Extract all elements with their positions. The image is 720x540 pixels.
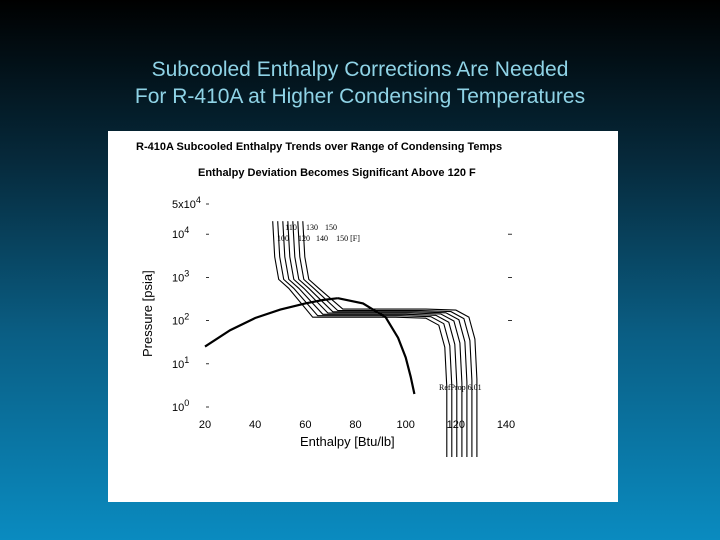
x-tick-label: 20 [199,419,211,431]
chart-panel: R-410A Subcooled Enthalpy Trends over Ra… [108,131,618,502]
chart-svg: R-410A Subcooled Enthalpy Trends over Ra… [136,141,515,457]
isotherm-label-lower: 100 [277,234,289,243]
plot-area: 20 40 60 80 100 120 140 100 101 102 103 104 5x104 110… [172,195,515,457]
x-tick-label: 120 [447,419,465,431]
y-tick-label: 102 [172,312,189,328]
isotherm-150F-line [302,221,478,457]
x-tick-label: 80 [349,419,361,431]
y-tick-label: 101 [172,355,189,371]
isotherm-label-upper: 130 [306,223,318,232]
saturation-dome-liquid-line [204,297,339,348]
isotherm-120F-line [287,221,463,457]
slide-title: Subcooled Enthalpy Corrections Are Neede… [0,56,720,110]
isotherm-label-lower: 150 [F] [336,234,360,243]
isotherm-100F-line [272,221,448,457]
y-tick-label: 104 [172,225,189,241]
x-tick-label: 100 [396,419,414,431]
y-tick-label: 103 [172,268,189,284]
isotherm-105F-line [277,221,453,457]
y-tick-label: 5x104 [172,195,201,211]
source-annotation: RefProp 6.01 [439,383,482,392]
x-axis-label: Enthalpy [Btu/lb] [300,434,395,449]
isotherm-label-lower: 140 [316,234,328,243]
x-tick-label: 40 [249,419,261,431]
x-tick-label: 140 [497,419,515,431]
isotherm-110F-line [282,221,458,457]
x-tick-label: 60 [299,419,311,431]
isotherm-130F-line [292,221,468,457]
chart-title: R-410A Subcooled Enthalpy Trends over Ra… [136,141,502,153]
chart-subtitle: Enthalpy Deviation Becomes Significant A… [198,167,476,179]
isotherm-140F-line [297,221,473,457]
isotherm-label-lower: 120 [298,234,310,243]
slide-title-line1: Subcooled Enthalpy Corrections Are Neede… [151,58,569,81]
saturation-dome-vapor-line [337,297,416,395]
isotherm-label-upper: 150 [325,223,337,232]
isotherm-label-upper: 110 [285,223,297,232]
y-axis-label: Pressure [psia] [140,270,155,357]
slide-title-line2: For R-410A at Higher Condensing Temperat… [134,85,586,108]
y-tick-label: 100 [172,398,189,414]
